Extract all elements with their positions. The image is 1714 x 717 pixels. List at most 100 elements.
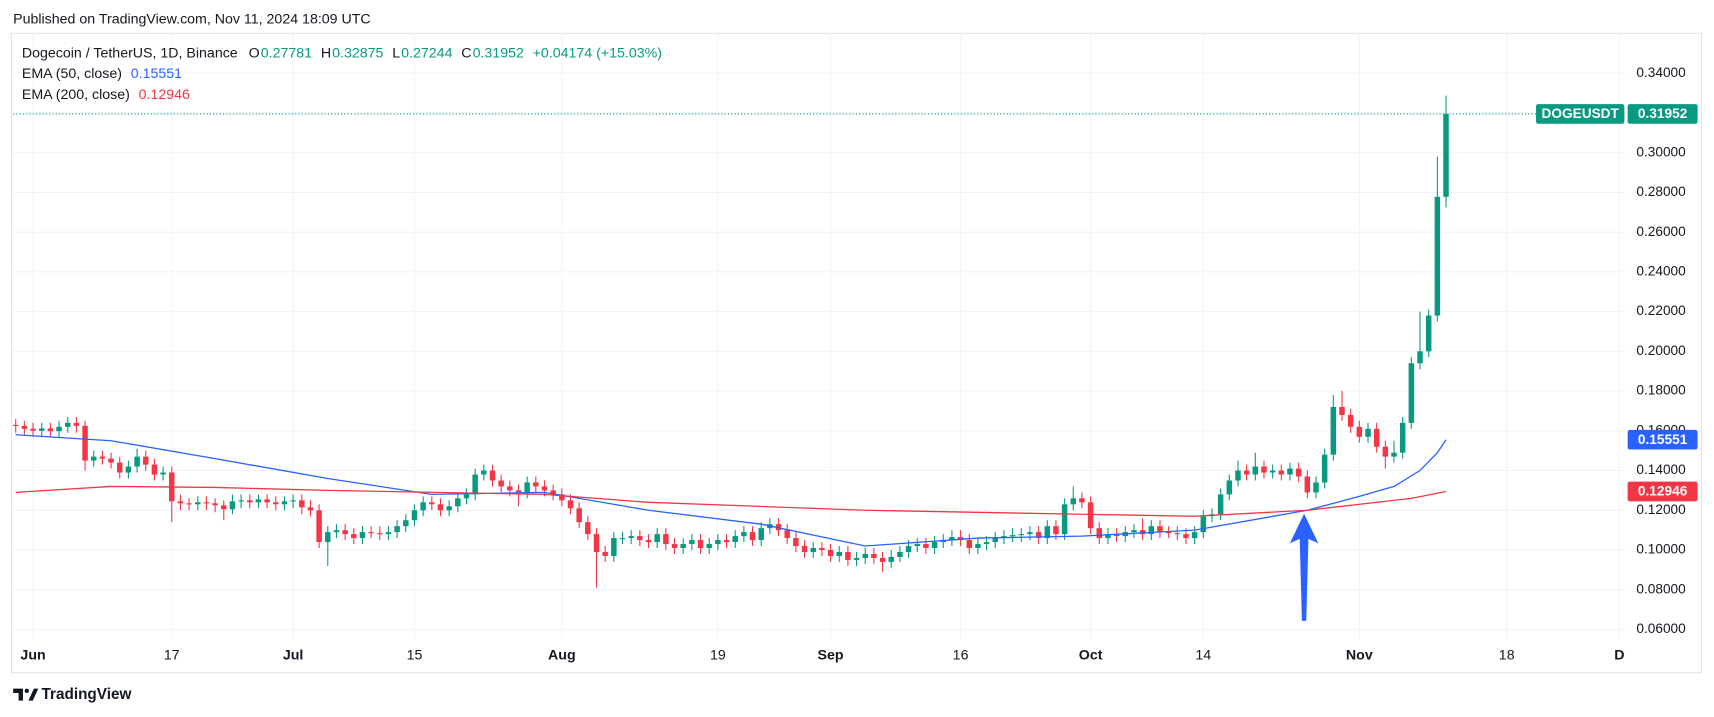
candle-body (879, 557, 886, 562)
candle-body (290, 500, 296, 502)
candle-body (316, 510, 322, 543)
candle-body (394, 526, 400, 533)
candle-body (12, 424, 19, 426)
brand-logo (13, 688, 39, 701)
candle-body (567, 500, 574, 509)
candle-body (931, 542, 938, 549)
legend-ohlc-label: O (249, 45, 260, 61)
candle-body (1226, 480, 1233, 495)
candle-body (1399, 422, 1406, 453)
candle-body (299, 500, 305, 508)
candle-body (1443, 113, 1449, 197)
candle-body (151, 464, 158, 475)
candle-body (47, 428, 54, 432)
candle-body (351, 534, 357, 539)
candle-body (1295, 468, 1302, 477)
candle-body (1252, 466, 1259, 475)
candle-body (489, 470, 496, 481)
candle-body (30, 428, 36, 431)
candle-body (1356, 426, 1363, 437)
candle-body (125, 466, 132, 473)
legend: Dogecoin / TetherUS, 1D, Binance O 0.27781… (22, 45, 662, 103)
candle-body (498, 480, 504, 487)
y-tick-label: 0.28000 (1636, 184, 1686, 199)
candle-body (758, 528, 764, 541)
candle-body (359, 532, 366, 539)
candle-body (325, 532, 331, 543)
candle-body (91, 456, 97, 461)
candle-body (212, 503, 218, 506)
x-tick-label: Oct (1079, 648, 1103, 664)
candle-body (1200, 516, 1207, 533)
candle-body (1347, 414, 1354, 427)
candle-body (827, 550, 834, 556)
legend-series-value: 0.15551 (131, 66, 182, 82)
candle-body (143, 456, 149, 465)
candle-body (862, 553, 868, 558)
candle-body (221, 505, 227, 510)
symbol-tag: DOGEUSDT (1542, 106, 1620, 121)
candle-body (1313, 482, 1319, 493)
candle-body (793, 538, 799, 547)
candle-body (715, 540, 721, 545)
y-tick-label: 0.30000 (1636, 144, 1686, 159)
candle-body (195, 502, 201, 505)
candle-body (186, 503, 192, 505)
candle-body (749, 532, 756, 541)
candle-body (689, 540, 695, 545)
x-tick-label: D (1614, 648, 1624, 664)
price-tag-bg (1627, 104, 1698, 124)
y-tick-label: 0.14000 (1636, 462, 1686, 477)
candle-body (1278, 470, 1285, 475)
published-header: Published on TradingView.com, Nov 11, 20… (13, 11, 371, 27)
candle-body (697, 540, 704, 549)
candle-body (403, 520, 409, 527)
candle-body (1408, 363, 1415, 423)
candle-body (966, 540, 972, 549)
candle-body (1157, 526, 1163, 533)
candle-body (1330, 406, 1337, 455)
candle-body (871, 553, 877, 558)
candle-body (1304, 476, 1311, 493)
candle-body (645, 540, 652, 543)
candle-body (38, 428, 45, 431)
candle-body (385, 532, 392, 535)
candle-body (472, 474, 478, 495)
y-tick-label: 0.12000 (1636, 502, 1686, 517)
x-tick-label: Aug (548, 648, 576, 664)
price-tag: 0.31952 (1638, 106, 1688, 121)
candle-body (628, 536, 634, 539)
x-tick-label: 17 (164, 648, 180, 664)
candle-body (897, 551, 903, 557)
candle-body (1174, 533, 1181, 535)
y-tick-label: 0.18000 (1636, 383, 1686, 398)
candle-body (1165, 532, 1172, 534)
candle-body (1391, 452, 1397, 457)
candle-body (654, 534, 660, 543)
candle-body (1382, 446, 1389, 457)
candle-body (836, 551, 842, 556)
candle-body (420, 502, 426, 511)
candle-body (455, 498, 461, 507)
candle-body (99, 456, 106, 459)
legend-series-value: 0.12946 (139, 87, 190, 103)
candle-body (706, 544, 712, 549)
candle-body (1339, 406, 1345, 415)
x-tick-label: 18 (1499, 648, 1515, 664)
candle-body (1096, 528, 1103, 539)
candle-body (1191, 532, 1198, 539)
candle-body (602, 551, 608, 556)
candle-body (524, 482, 530, 493)
candle-body (576, 508, 582, 523)
candle-body (533, 482, 539, 487)
logo-shape (13, 688, 23, 701)
candle-body (1009, 535, 1016, 537)
candle-body (463, 494, 470, 499)
candle-body (1365, 428, 1371, 437)
x-tick-label: Jul (283, 648, 304, 664)
candle-body (741, 532, 747, 537)
candle-body (957, 537, 964, 541)
legend-ohlc-label: L (392, 45, 400, 61)
candle-body (637, 536, 643, 541)
